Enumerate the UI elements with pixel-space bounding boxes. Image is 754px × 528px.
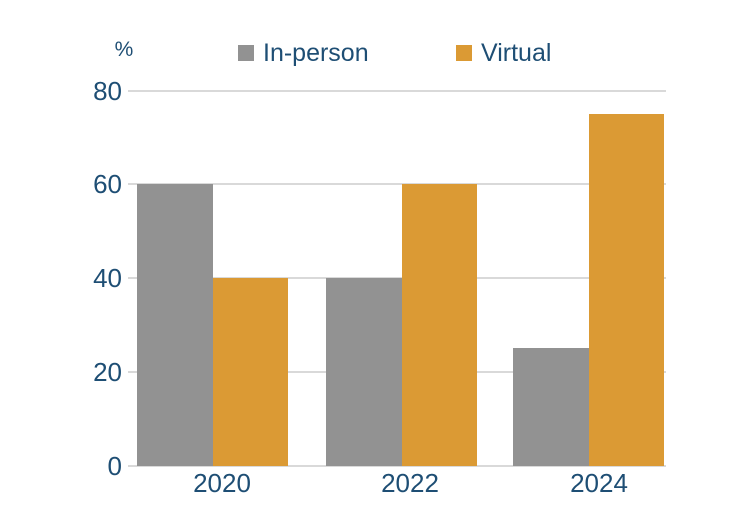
gridline-60: [128, 183, 666, 186]
bar-virtual-2024: [588, 113, 664, 466]
bar-virtual-2022: [401, 184, 477, 466]
bar-in-person-2022: [326, 278, 402, 466]
y-axis-unit-label: %: [114, 38, 134, 61]
gridline-80: [128, 89, 666, 92]
legend-label: Virtual: [481, 39, 552, 67]
legend-item-virtual: Virtual: [456, 41, 551, 66]
x-axis-label-2024: 2024: [570, 468, 628, 498]
bar-virtual-2020: [212, 278, 288, 466]
bar-in-person-2024: [513, 348, 589, 466]
x-axis-label-2022: 2022: [381, 468, 439, 498]
y-axis-tick-40: 40: [93, 263, 122, 293]
y-axis-tick-80: 80: [93, 75, 122, 106]
legend-swatch-icon: [456, 45, 472, 61]
gridline-0: [128, 464, 666, 467]
legend-item-in-person: In-person: [238, 41, 369, 66]
y-axis-tick-0: 0: [107, 450, 122, 481]
y-axis-tick-20: 20: [93, 356, 122, 387]
legend-swatch-icon: [238, 45, 254, 61]
y-axis-tick-60: 60: [93, 169, 122, 200]
bar-in-person-2020: [137, 184, 213, 466]
x-axis-label-2020: 2020: [193, 468, 251, 498]
legend-label: In-person: [263, 39, 369, 67]
